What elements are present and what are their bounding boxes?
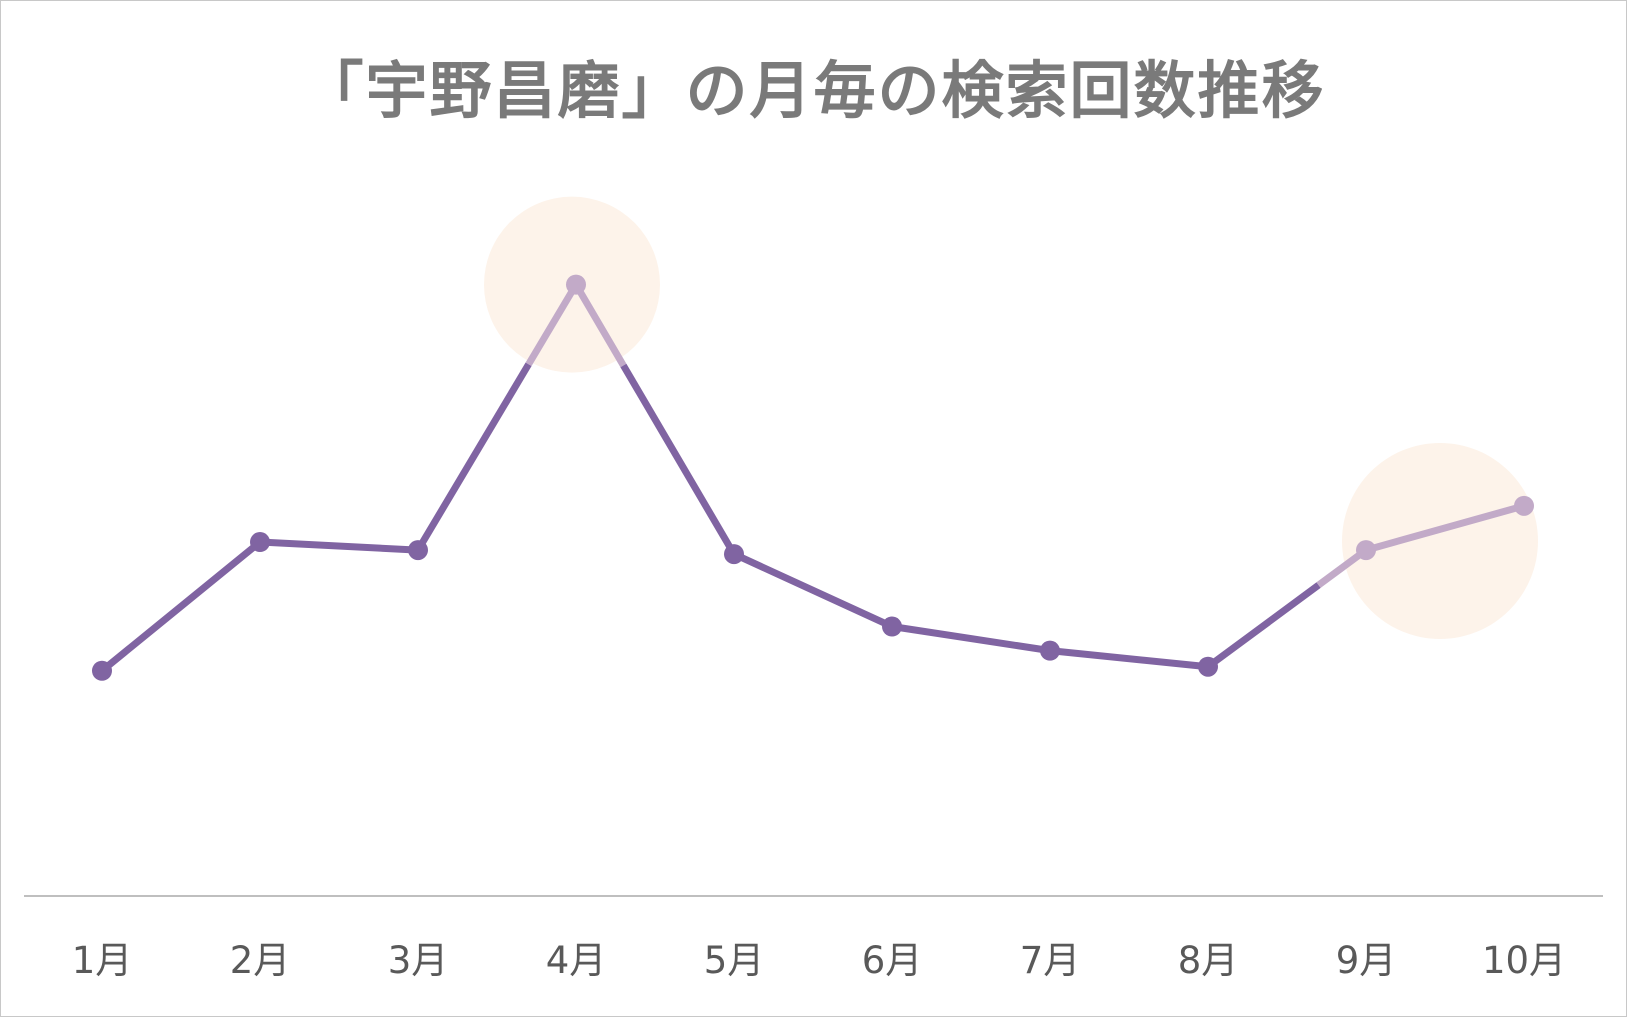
series-line-segment [1362,502,1528,554]
data-point-8月 [1198,656,1218,677]
x-tick-label: 10月 [1482,939,1566,982]
series-line-segment [98,538,264,675]
x-tick-label: 5月 [704,939,765,982]
data-point-4月 [566,274,586,295]
x-tick-label: 7月 [1020,939,1081,982]
series-line-segment [1046,647,1212,671]
data-point-5月 [724,544,744,565]
series-line-segment [730,550,896,631]
x-tick-label: 2月 [230,939,291,982]
x-tick-label: 9月 [1336,939,1397,982]
data-point-7月 [1040,640,1060,661]
x-tick-label-layer: 1月 2月 3月 4月 5月 6月 7月 8月 9月 10月 [72,939,1566,982]
highlight-layer [484,196,1538,639]
data-point-2月 [250,532,270,553]
series-line-segment [414,362,532,552]
series-line-segment [572,282,627,368]
highlight-circle-2 [1342,442,1538,639]
x-tick-label: 1月 [72,939,133,982]
series-line-segment [256,538,422,554]
series-line-layer [98,282,1528,675]
series-line-segment [888,623,1054,655]
x-tick-label: 6月 [862,939,923,982]
x-tick-label: 4月 [546,939,607,982]
data-point-9月 [1356,540,1376,561]
series-line-segment [620,363,738,556]
x-tick-label: 8月 [1178,939,1239,982]
data-point-10月 [1514,495,1534,516]
x-tick-label: 3月 [388,939,449,982]
data-point-layer [92,274,1534,681]
series-line-segment [525,282,580,367]
data-point-6月 [882,616,902,637]
series-line-segment [1205,582,1321,670]
data-point-1月 [92,660,112,681]
chart-title: 「宇野昌磨」の月毎の検索回数推移 [301,54,1326,127]
data-point-3月 [408,540,428,561]
